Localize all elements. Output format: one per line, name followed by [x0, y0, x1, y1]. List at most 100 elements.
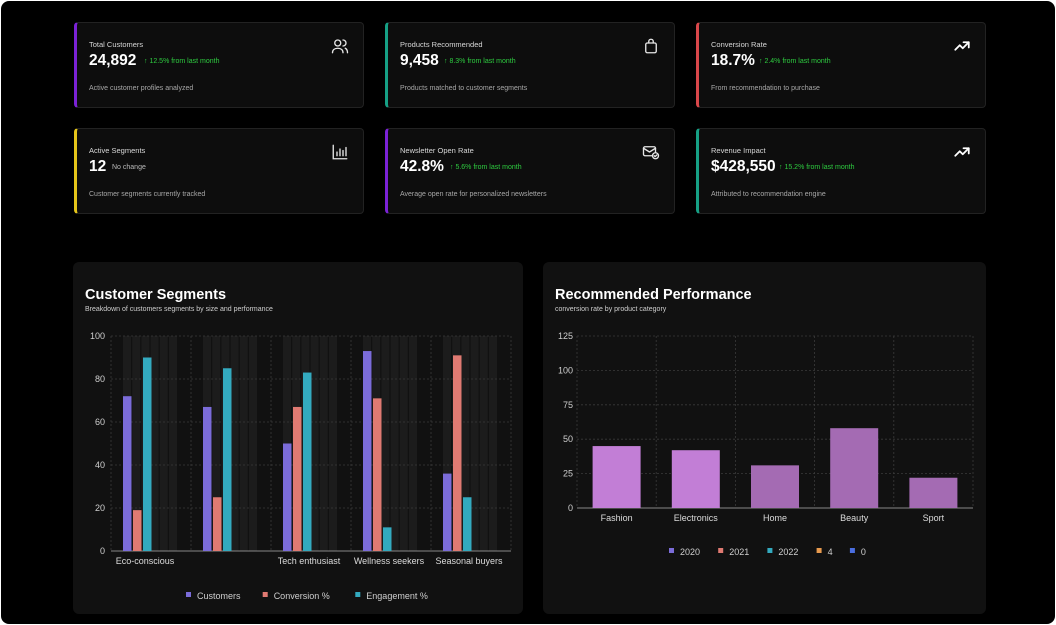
- bar-customers: [203, 406, 212, 551]
- bar-customers: [443, 473, 452, 551]
- bar-conversion: [133, 510, 142, 551]
- card-label: Conversion Rate: [711, 40, 767, 49]
- recommended-performance-panel: Recommended Performance conversion rate …: [543, 262, 986, 614]
- legend-swatch: [669, 548, 674, 553]
- bar-conversion: [373, 398, 382, 551]
- card-delta: ↑ 8.3% from last month: [444, 58, 516, 65]
- x-tick-label: Eco-conscious: [116, 556, 175, 566]
- bar-sport: [909, 477, 958, 508]
- card-delta: ↑ 5.6% from last month: [450, 164, 522, 171]
- trending-up-icon: [954, 41, 970, 51]
- recommended-performance-chart: 0 25 50 75 100 125 Fashion Electronics Home Beaut…: [558, 331, 974, 557]
- legend-swatch: [849, 548, 855, 553]
- card-delta: ↑ 2.4% from last month: [759, 58, 831, 65]
- background-stripe: [381, 336, 390, 551]
- card-products-recommended[interactable]: Products Recommended 9,458 ↑ 8.3% from l…: [385, 22, 675, 108]
- mail-check-icon: [642, 146, 660, 160]
- card-description: Products matched to customer segments: [400, 85, 528, 92]
- bar-engagement: [383, 527, 392, 551]
- card-revenue-impact[interactable]: Revenue Impact $428,550 ↑ 15.2% from las…: [696, 128, 986, 214]
- y-tick-label: 75: [563, 400, 573, 410]
- background-stripe: [159, 336, 168, 551]
- background-stripe: [212, 336, 221, 551]
- legend-label: Conversion %: [274, 591, 330, 601]
- card-description: Attributed to recommendation engine: [711, 191, 826, 198]
- x-tick-label: Beauty: [840, 513, 869, 523]
- card-label: Active Segments: [89, 146, 146, 155]
- card-description: From recommendation to purchase: [711, 85, 820, 92]
- y-tick-label: 20: [95, 503, 105, 513]
- y-tick-label: 0: [100, 546, 105, 556]
- legend-label: 2021: [729, 547, 749, 557]
- card-newsletter-open-rate[interactable]: Newsletter Open Rate 42.8% ↑ 5.6% from l…: [385, 128, 675, 214]
- bar-engagement: [463, 497, 472, 551]
- shopping-bag-icon: [645, 38, 657, 54]
- background-stripe: [489, 336, 497, 551]
- legend-swatch: [816, 548, 822, 553]
- legend-swatch: [767, 548, 773, 553]
- background-stripe: [329, 336, 337, 551]
- card-description: Active customer profiles analyzed: [89, 85, 194, 92]
- background-stripe: [169, 336, 177, 551]
- card-value: 9,458: [400, 52, 439, 69]
- legend-label: 4: [828, 547, 833, 557]
- legend-label: 0: [861, 547, 866, 557]
- y-tick-label: 25: [563, 469, 573, 479]
- card-description: Customer segments currently tracked: [89, 191, 206, 198]
- bar-conversion: [293, 406, 302, 551]
- card-label: Products Recommended: [400, 40, 483, 49]
- background-stripe: [310, 336, 319, 551]
- card-conversion-rate[interactable]: Conversion Rate 18.7% ↑ 2.4% from last m…: [696, 22, 986, 108]
- panel-title: Customer Segments: [85, 287, 227, 303]
- y-tick-label: 100: [558, 365, 573, 375]
- bar-engagement: [143, 357, 152, 551]
- card-value: 18.7%: [711, 52, 755, 69]
- y-tick-label: 0: [568, 503, 573, 513]
- card-active-segments[interactable]: Active Segments 12 No change Customer se…: [74, 128, 364, 214]
- trending-up-icon: [954, 147, 970, 157]
- legend-swatch: [186, 592, 191, 597]
- x-tick-label: Fashion: [601, 513, 633, 523]
- background-stripe: [461, 336, 470, 551]
- card-label: Total Customers: [89, 40, 144, 49]
- users-icon: [331, 39, 349, 54]
- bar-conversion: [453, 355, 462, 551]
- background-stripe: [409, 336, 417, 551]
- bar-fashion: [592, 446, 641, 508]
- y-tick-label: 40: [95, 460, 105, 470]
- bar-engagement: [303, 372, 312, 551]
- panel-title: Recommended Performance: [555, 287, 752, 303]
- card-total-customers[interactable]: Total Customers 24,892 ↑ 12.5% from last…: [74, 22, 364, 108]
- x-tick-label: Sport: [923, 513, 945, 523]
- legend-swatch: [262, 592, 268, 597]
- legend-label: Engagement %: [366, 591, 428, 601]
- background-stripe: [239, 336, 248, 551]
- card-label: Revenue Impact: [711, 146, 766, 155]
- bar-electronics: [671, 450, 720, 508]
- bar-customers: [363, 351, 372, 551]
- legend-label: 2022: [778, 547, 798, 557]
- panel-subtitle: conversion rate by product category: [555, 306, 667, 313]
- customer-segments-chart: 0 20 40 60 80 100 Eco-conscious Tech enthusiast…: [90, 331, 512, 601]
- background-stripe: [319, 336, 328, 551]
- card-value: 12: [89, 158, 107, 175]
- card-value: $428,550: [711, 158, 776, 175]
- bar-conversion: [213, 497, 222, 551]
- background-stripe: [132, 336, 141, 551]
- x-tick-label: Seasonal buyers: [435, 556, 503, 566]
- background-stripe: [230, 336, 239, 551]
- y-tick-label: 80: [95, 374, 105, 384]
- y-tick-label: 50: [563, 434, 573, 444]
- customer-segments-panel: Customer Segments Breakdown of customers…: [73, 262, 523, 614]
- bar-home: [751, 465, 799, 508]
- card-delta: ↑ 12.5% from last month: [144, 58, 220, 65]
- legend-label: 2020: [680, 547, 700, 557]
- bar-chart-icon: [332, 144, 348, 160]
- y-tick-label: 125: [558, 331, 573, 341]
- card-delta: ↑ 15.2% from last month: [779, 164, 855, 171]
- background-stripe: [390, 336, 399, 551]
- background-stripe: [443, 336, 451, 551]
- background-stripe: [470, 336, 479, 551]
- bar-engagement: [223, 368, 232, 551]
